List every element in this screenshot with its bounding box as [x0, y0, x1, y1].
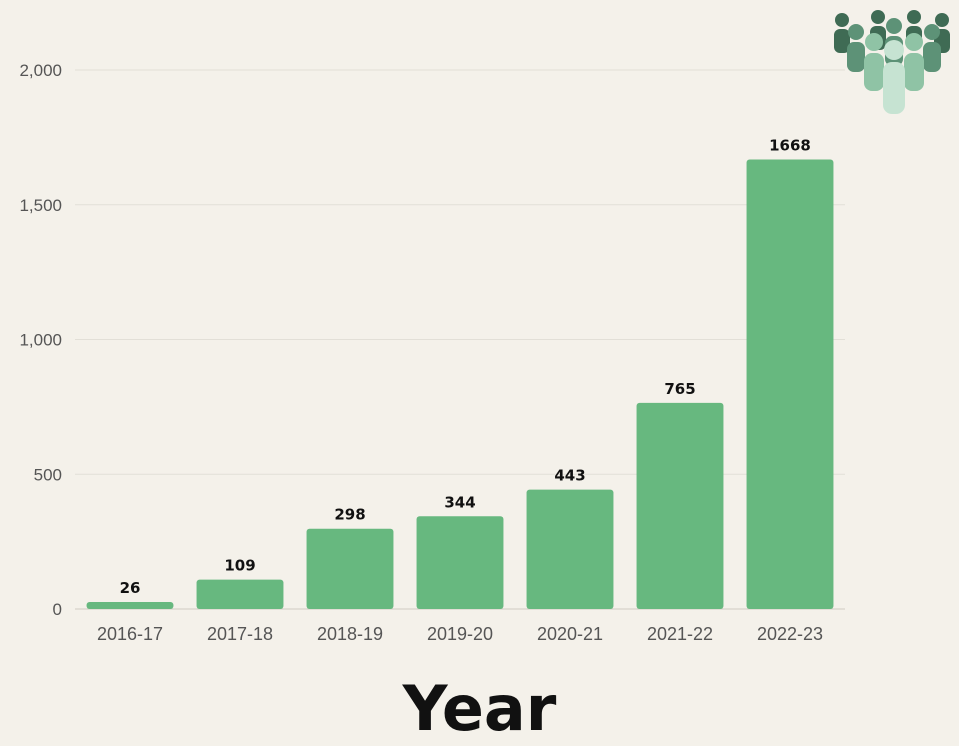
data-label: 109 — [224, 557, 255, 575]
bar-2022-23 — [746, 159, 834, 609]
x-tick-label: 2018-19 — [317, 624, 383, 644]
bar-2018-19 — [306, 528, 394, 609]
bar-2016-17 — [86, 601, 174, 609]
bar-chart: 0 500 1,000 1,500 2,000 26 2016-17 109 2017-18 29… — [19, 61, 845, 644]
people-group-icon — [834, 10, 950, 114]
x-tick-label: 2020-21 — [537, 624, 603, 644]
y-tick-label: 0 — [53, 600, 62, 619]
x-tick-label: 2017-18 — [207, 624, 273, 644]
data-label: 765 — [664, 380, 695, 398]
bar-2017-18 — [196, 579, 284, 609]
y-tick-label: 500 — [34, 465, 62, 484]
data-label: 26 — [120, 579, 141, 597]
data-label: 298 — [334, 506, 365, 524]
bar-2020-21 — [526, 489, 614, 609]
x-tick-label: 2016-17 — [97, 624, 163, 644]
data-label: 344 — [444, 493, 475, 511]
data-label: 1668 — [769, 136, 811, 154]
x-axis-title: Year — [402, 672, 557, 745]
y-tick-label: 1,500 — [19, 196, 62, 215]
x-tick-label: 2022-23 — [757, 624, 823, 644]
x-tick-label: 2019-20 — [427, 624, 493, 644]
bar-2019-20 — [416, 516, 504, 609]
y-tick-label: 1,000 — [19, 331, 62, 350]
y-tick-label: 2,000 — [19, 61, 62, 80]
x-tick-label: 2021-22 — [647, 624, 713, 644]
bar-2021-22 — [636, 402, 724, 609]
data-label: 443 — [554, 467, 585, 485]
